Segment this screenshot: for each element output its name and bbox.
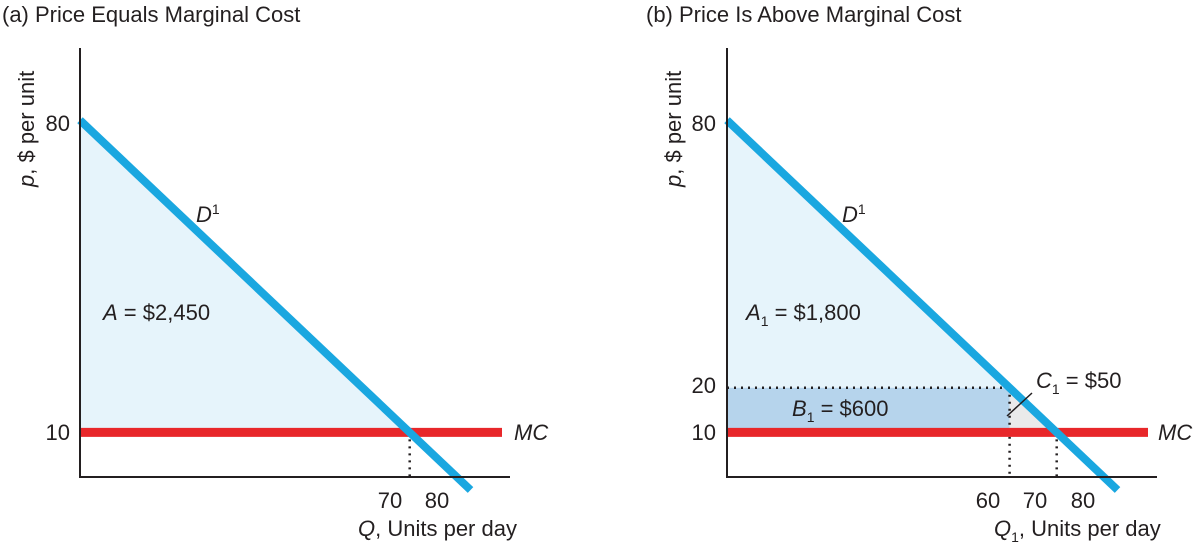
panel-b-y-axis-label: p, $ per unit (661, 71, 686, 188)
panel-a-area-a-label: A = $2,450 (101, 300, 210, 325)
panel-b-area-a1-label: A1 = $1,800 (744, 300, 861, 329)
panel-b-demand-label: D1 (842, 201, 866, 227)
panel-b-dotted-guides (727, 386, 1058, 477)
panel-b-area-c1-label: C1 = $50 (1036, 368, 1121, 397)
panel-b-demand-line (724, 117, 1121, 493)
panel-a-title: (a) Price Equals Marginal Cost (2, 2, 300, 27)
panel-a-xtick-80: 80 (425, 488, 449, 513)
panel-a-x-axis-label: Q, Units per day (358, 516, 517, 541)
panel-a-y-axis-label: p, $ per unit (14, 71, 39, 188)
panel-b-curves (724, 117, 1148, 493)
panel-b: (b) Price Is Above Marginal Cost p, $ pe… (646, 2, 1192, 543)
panel-b-ytick-20: 20 (692, 373, 716, 398)
panel-a: (a) Price Equals Marginal Cost p, $ per … (2, 2, 548, 541)
panel-b-xtick-70: 70 (1023, 488, 1047, 513)
panel-a-ytick-10: 10 (46, 420, 70, 445)
panel-b-c1-leader-line (1006, 392, 1033, 417)
panel-b-ytick-10: 10 (692, 420, 716, 445)
panel-b-xtick-80: 80 (1071, 488, 1095, 513)
panel-b-title: (b) Price Is Above Marginal Cost (646, 2, 961, 27)
panel-a-demand-line (77, 117, 474, 493)
panel-a-mc-label: MC (514, 420, 548, 445)
panel-b-xtick-60: 60 (976, 488, 1000, 513)
panel-b-ytick-80: 80 (692, 111, 716, 136)
panel-b-axes (726, 48, 1157, 478)
panel-b-area-b1-label: B1 = $600 (792, 396, 889, 425)
panel-a-xtick-70: 70 (378, 488, 402, 513)
panel-a-curves (77, 117, 502, 493)
panel-a-ytick-80: 80 (46, 111, 70, 136)
panel-a-demand-label: D1 (196, 201, 220, 227)
panel-a-axes (79, 48, 510, 478)
panel-b-x-axis-label: Q1, Units per day (994, 516, 1161, 543)
panel-b-area-b1-region (727, 387, 1010, 433)
panel-b-mc-label: MC (1158, 420, 1192, 445)
